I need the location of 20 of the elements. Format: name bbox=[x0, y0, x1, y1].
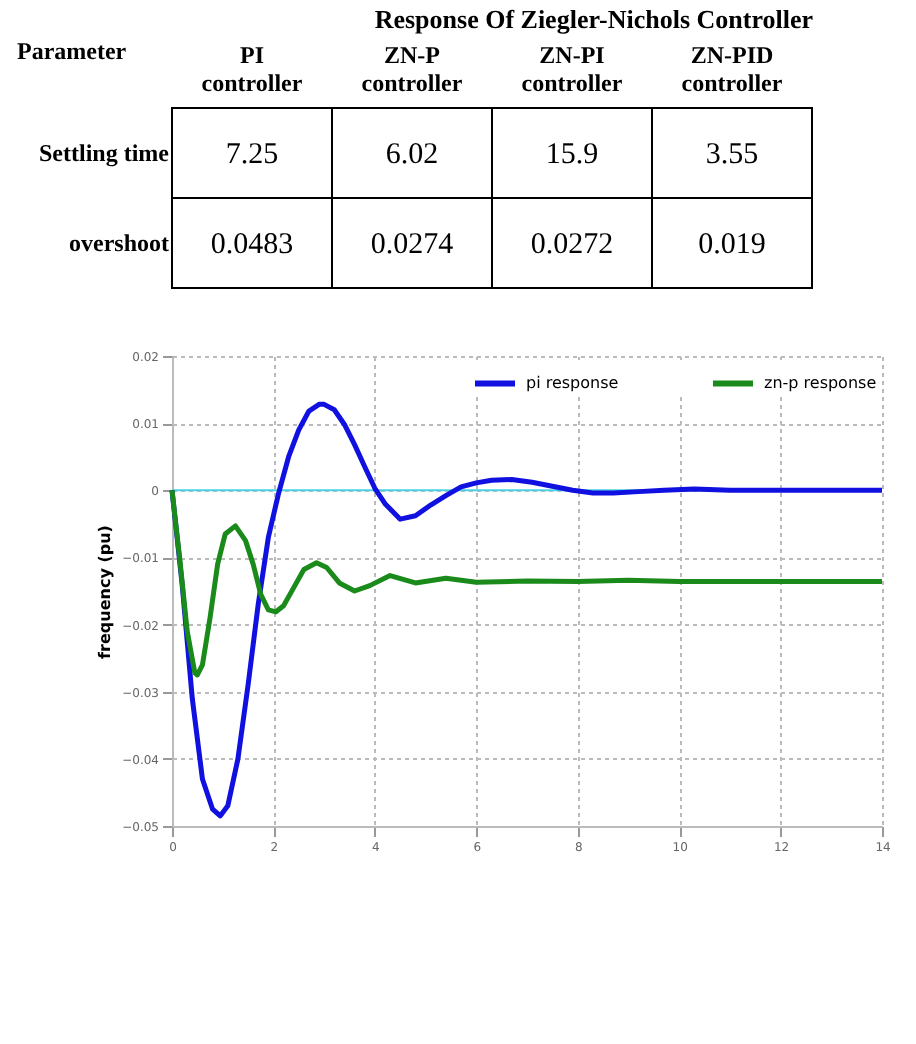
data-label: 15.9 bbox=[545, 139, 599, 171]
data-label: 6.02 bbox=[385, 139, 439, 171]
y-axis-title: frequency (pu) bbox=[96, 525, 115, 659]
y-tick-label: Settling time bbox=[39, 139, 171, 167]
x-tick-label: ZN-P controller bbox=[361, 41, 464, 97]
line-series bbox=[169, 487, 885, 678]
data-label: 7.25 bbox=[225, 139, 279, 171]
legend-label: pi response bbox=[526, 373, 619, 392]
x-tick-label: PI controller bbox=[201, 41, 304, 97]
data-label: 3.55 bbox=[705, 139, 759, 171]
data-label: 0.0483 bbox=[210, 229, 294, 261]
data-label: 0.0274 bbox=[370, 229, 455, 261]
chart-title: Response Of Ziegler-Nichols Controller bbox=[374, 4, 814, 34]
x-tick-label: ZN-PID controller bbox=[681, 41, 784, 97]
data-label: 0.0272 bbox=[530, 229, 614, 261]
y-axis-title: Parameter bbox=[17, 37, 128, 65]
y-tick-label: overshoot bbox=[69, 229, 169, 257]
legend-label: zn-p response bbox=[764, 373, 877, 392]
data-label: 0.019 bbox=[698, 229, 766, 261]
x-tick-label: ZN-PI controller bbox=[521, 41, 624, 97]
